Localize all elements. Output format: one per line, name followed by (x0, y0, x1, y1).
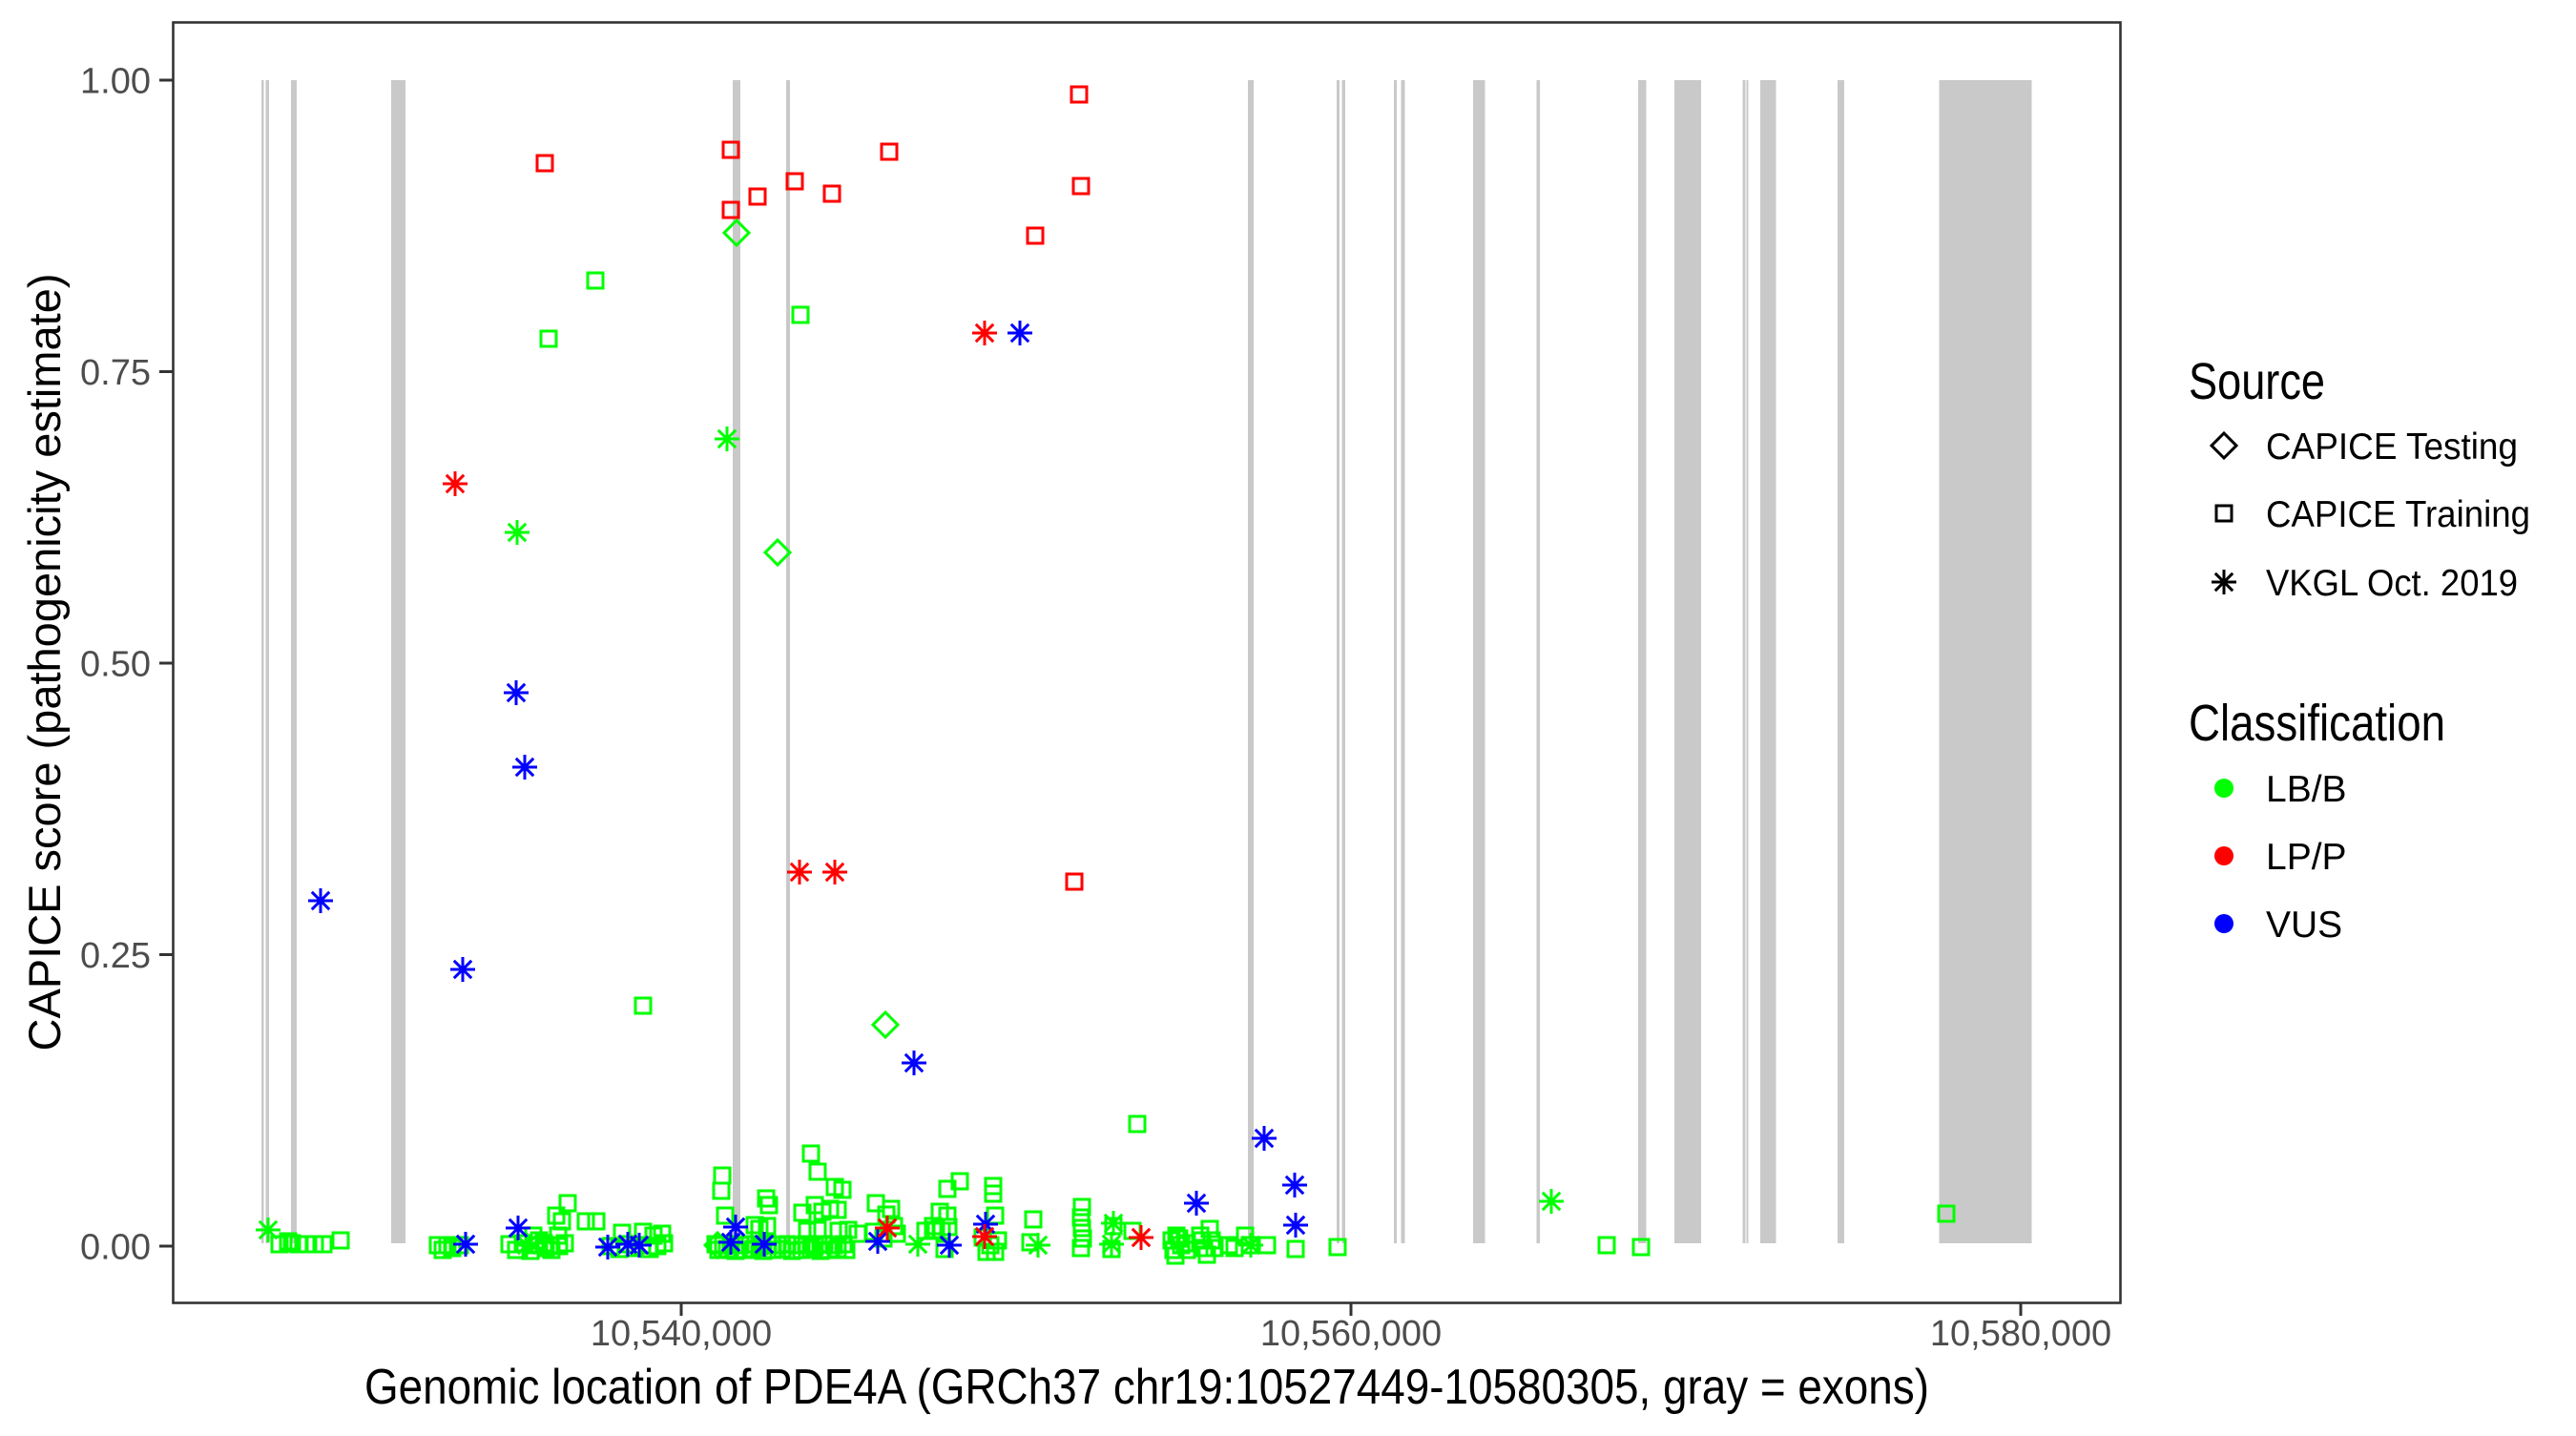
svg-text:LB/B: LB/B (2266, 769, 2347, 810)
svg-text:10,560,000: 10,560,000 (1260, 1314, 1442, 1354)
svg-text:0.00: 0.00 (80, 1228, 151, 1268)
svg-text:CAPICE score (pathogenicity es: CAPICE score (pathogenicity estimate) (19, 274, 70, 1051)
svg-text:0.50: 0.50 (80, 645, 151, 685)
svg-text:10,580,000: 10,580,000 (1930, 1314, 2111, 1354)
svg-text:CAPICE Training: CAPICE Training (2266, 494, 2530, 535)
svg-text:CAPICE Testing: CAPICE Testing (2266, 427, 2518, 468)
svg-text:Source: Source (2189, 353, 2325, 410)
svg-text:Genomic location of PDE4A (GRC: Genomic location of PDE4A (GRCh37 chr19:… (364, 1360, 1929, 1415)
svg-text:VUS: VUS (2266, 905, 2342, 946)
svg-text:Classification: Classification (2189, 695, 2445, 752)
svg-text:0.75: 0.75 (80, 353, 151, 393)
svg-text:LP/P: LP/P (2266, 837, 2347, 878)
svg-text:1.00: 1.00 (80, 62, 151, 102)
svg-text:10,540,000: 10,540,000 (591, 1314, 772, 1354)
svg-text:VKGL Oct. 2019: VKGL Oct. 2019 (2266, 563, 2518, 604)
svg-text:0.25: 0.25 (80, 936, 151, 976)
